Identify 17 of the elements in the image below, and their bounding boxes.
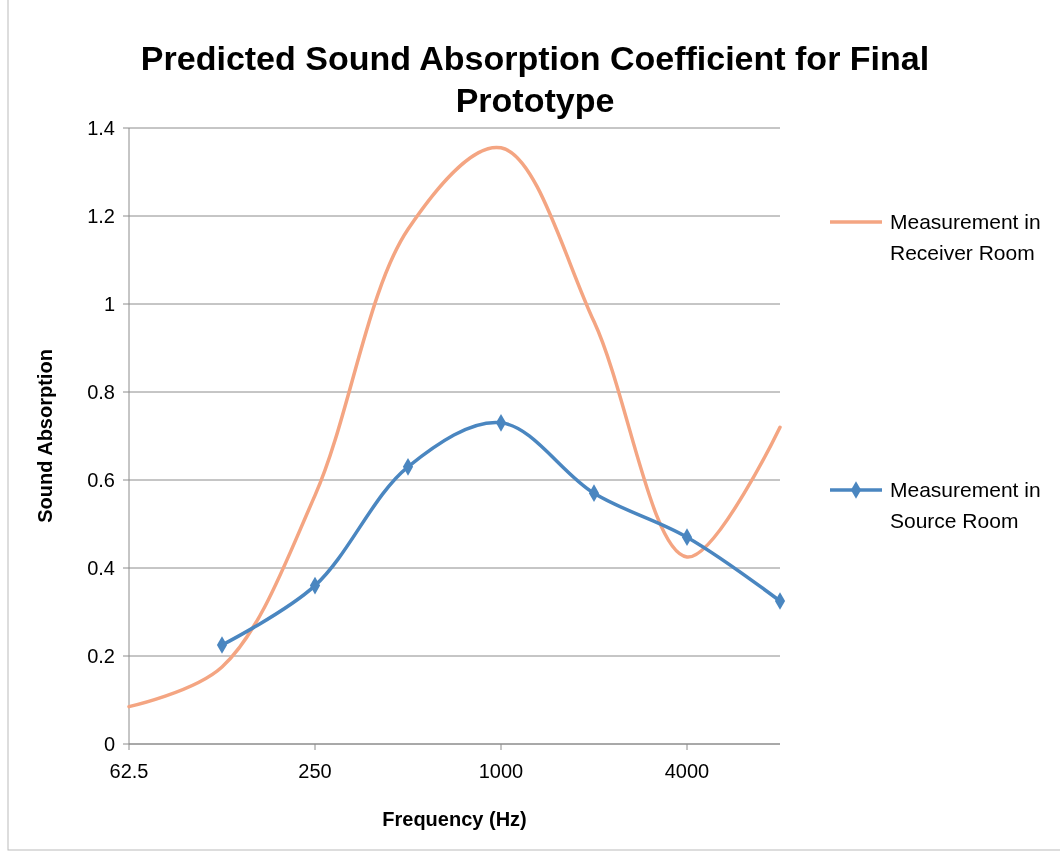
y-tick-label: 0.4 bbox=[87, 557, 115, 579]
x-tick-label: 62.5 bbox=[109, 760, 149, 782]
y-tick-label: 0 bbox=[103, 733, 115, 755]
y-tick-label: 0.2 bbox=[87, 645, 115, 667]
legend-label: Measurement in Source Room bbox=[890, 478, 1041, 533]
y-tick-label: 1 bbox=[103, 293, 115, 315]
y-tick-label: 0.8 bbox=[87, 381, 115, 403]
x-axis-title: Frequency (Hz) bbox=[382, 808, 527, 830]
y-tick-label: 1.4 bbox=[87, 117, 115, 139]
legend-label: Measurement in Receiver Room bbox=[890, 210, 1041, 265]
x-tick-label: 1000 bbox=[478, 760, 524, 782]
y-tick-label: 0.6 bbox=[87, 469, 115, 491]
x-tick-label: 250 bbox=[298, 760, 332, 782]
y-axis-title: Sound Absorption bbox=[34, 349, 56, 523]
y-tick-label: 1.2 bbox=[87, 205, 115, 227]
x-tick-label: 4000 bbox=[664, 760, 710, 782]
chart-title: Predicted Sound Absorption Coefficient for Final Prototype bbox=[140, 39, 930, 119]
